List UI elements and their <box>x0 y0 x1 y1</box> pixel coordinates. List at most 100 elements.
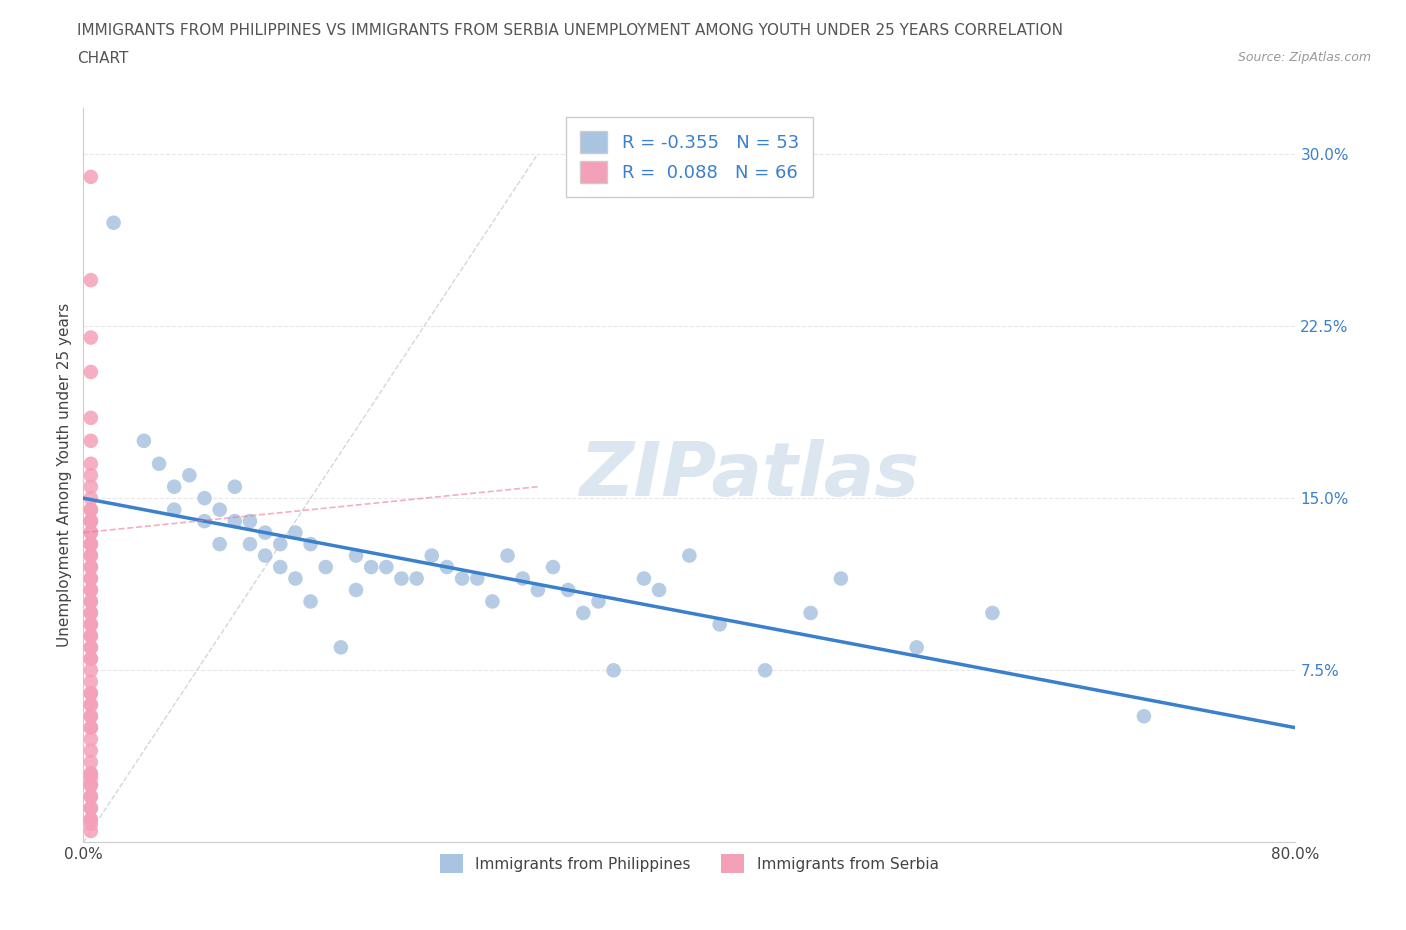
Point <box>1133 709 1156 724</box>
Point <box>80 594 103 609</box>
Point <box>299 537 322 551</box>
Point <box>299 594 322 609</box>
Point <box>239 513 262 528</box>
Point <box>800 605 823 620</box>
Point <box>80 582 103 597</box>
Point <box>80 698 103 712</box>
Point <box>557 582 579 597</box>
Point <box>329 640 352 655</box>
Point <box>80 651 103 666</box>
Point <box>80 479 103 494</box>
Point <box>224 479 246 494</box>
Point <box>80 525 103 540</box>
Point <box>80 537 103 551</box>
Point <box>80 629 103 644</box>
Point <box>80 766 103 781</box>
Point <box>80 272 103 287</box>
Point <box>163 502 186 517</box>
Point <box>80 790 103 804</box>
Point <box>315 560 337 575</box>
Point <box>80 605 103 620</box>
Point <box>80 513 103 528</box>
Point <box>80 812 103 827</box>
Point <box>420 548 443 563</box>
Point <box>80 755 103 770</box>
Point <box>80 743 103 758</box>
Point <box>132 433 155 448</box>
Point <box>284 571 307 586</box>
Point <box>80 548 103 563</box>
Point <box>80 457 103 472</box>
Point <box>254 525 277 540</box>
Point <box>80 771 103 786</box>
Point <box>80 513 103 528</box>
Point <box>830 571 852 586</box>
Point <box>80 582 103 597</box>
Point <box>80 571 103 586</box>
Point <box>588 594 610 609</box>
Point <box>527 582 550 597</box>
Point <box>344 548 367 563</box>
Text: Source: ZipAtlas.com: Source: ZipAtlas.com <box>1237 51 1371 64</box>
Point <box>80 571 103 586</box>
Point <box>80 169 103 184</box>
Point <box>80 651 103 666</box>
Point <box>80 502 103 517</box>
Point <box>80 720 103 735</box>
Point <box>709 617 731 631</box>
Point <box>80 720 103 735</box>
Point <box>648 582 671 597</box>
Point <box>405 571 427 586</box>
Point <box>193 491 215 506</box>
Point <box>80 617 103 631</box>
Point <box>633 571 655 586</box>
Point <box>208 537 231 551</box>
Point <box>269 537 291 551</box>
Point <box>80 777 103 792</box>
Point <box>80 594 103 609</box>
Point <box>80 732 103 747</box>
Legend: Immigrants from Philippines, Immigrants from Serbia: Immigrants from Philippines, Immigrants … <box>434 848 945 879</box>
Point <box>375 560 398 575</box>
Point <box>80 537 103 551</box>
Text: ZIPatlas: ZIPatlas <box>581 439 920 512</box>
Point <box>224 513 246 528</box>
Point <box>496 548 519 563</box>
Point <box>80 525 103 540</box>
Point <box>541 560 564 575</box>
Point <box>80 605 103 620</box>
Point <box>451 571 474 586</box>
Point <box>80 812 103 827</box>
Point <box>80 640 103 655</box>
Point <box>208 502 231 517</box>
Point <box>465 571 488 586</box>
Point <box>179 468 201 483</box>
Point <box>80 560 103 575</box>
Point <box>80 817 103 831</box>
Point <box>80 790 103 804</box>
Y-axis label: Unemployment Among Youth under 25 years: Unemployment Among Youth under 25 years <box>58 303 72 647</box>
Point <box>80 513 103 528</box>
Point <box>602 663 624 678</box>
Point <box>148 457 170 472</box>
Point <box>103 216 125 231</box>
Point <box>512 571 534 586</box>
Text: CHART: CHART <box>77 51 129 66</box>
Point <box>80 640 103 655</box>
Point <box>80 330 103 345</box>
Point <box>80 709 103 724</box>
Point <box>391 571 413 586</box>
Point <box>80 560 103 575</box>
Point <box>436 560 458 575</box>
Point <box>80 502 103 517</box>
Point <box>905 640 928 655</box>
Point <box>80 410 103 425</box>
Point <box>80 468 103 483</box>
Point <box>284 525 307 540</box>
Point <box>80 617 103 631</box>
Text: IMMIGRANTS FROM PHILIPPINES VS IMMIGRANTS FROM SERBIA UNEMPLOYMENT AMONG YOUTH U: IMMIGRANTS FROM PHILIPPINES VS IMMIGRANT… <box>77 23 1063 38</box>
Point <box>572 605 595 620</box>
Point <box>254 548 277 563</box>
Point <box>80 777 103 792</box>
Point <box>80 663 103 678</box>
